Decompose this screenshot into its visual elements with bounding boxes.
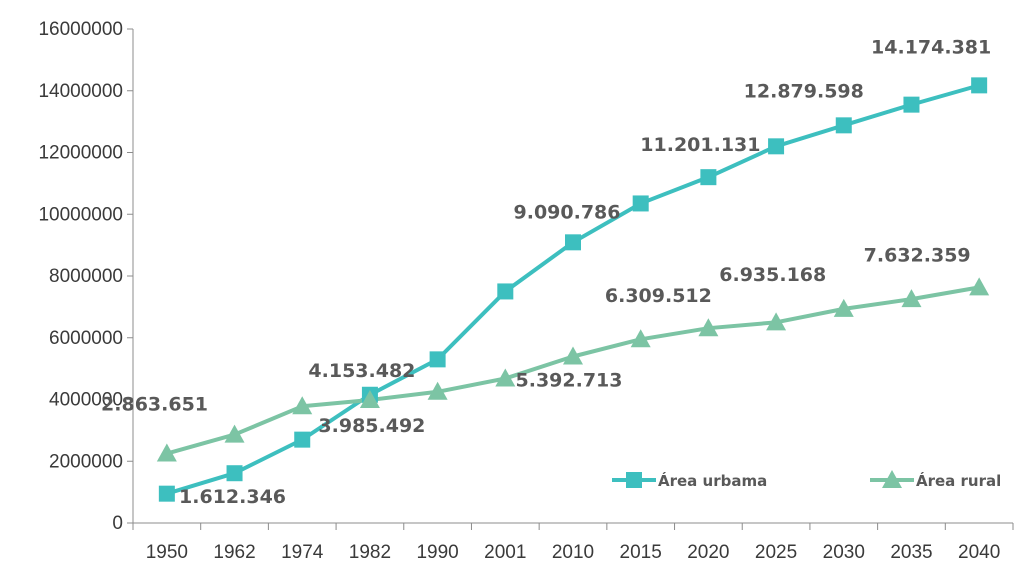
data-point-1 (901, 289, 922, 308)
data-label: 12.879.598 (744, 80, 864, 102)
data-point-1 (563, 346, 583, 365)
x-tick-label: 1962 (213, 542, 255, 562)
data-point-0 (768, 138, 785, 155)
data-point-1 (427, 381, 448, 400)
legend-label-1: Área rural (916, 471, 1001, 490)
data-label: 1.612.346 (179, 486, 286, 508)
data-point-1 (969, 277, 990, 296)
data-label: 5.392.713 (516, 370, 623, 392)
data-point-1 (359, 389, 380, 408)
legend: Área urbama Área rural (612, 470, 1001, 490)
data-point-1 (833, 298, 854, 317)
data-point-1 (156, 443, 177, 462)
x-tick-label: 2001 (484, 542, 526, 562)
series-line-0 (166, 83, 980, 496)
data-point-0 (835, 117, 852, 134)
x-tick-label: 2030 (823, 542, 865, 562)
y-tick-label: 6000000 (49, 328, 123, 349)
x-tick-label: 2020 (687, 542, 729, 562)
data-point-0 (158, 485, 175, 502)
x-tick-label: 1974 (281, 542, 324, 562)
data-point-1 (495, 368, 516, 387)
x-tick-label: 2040 (958, 542, 1000, 562)
y-tick-label: 0 (112, 513, 123, 534)
data-label: 7.632.359 (864, 244, 971, 266)
y-tick-label: 10000000 (38, 204, 123, 225)
series-markers (156, 77, 990, 502)
series-lines (166, 83, 980, 496)
data-point-0 (565, 234, 581, 251)
x-tick-label: 2035 (890, 542, 932, 562)
data-point-0 (632, 195, 649, 212)
axes: 0 2000000 4000000 6000000 8000000 10000000 120… (38, 19, 1014, 562)
data-point-0 (497, 283, 514, 300)
data-point-0 (294, 431, 311, 448)
data-point-1 (766, 312, 787, 331)
data-label: 6.935.168 (719, 264, 826, 286)
data-point-0 (971, 77, 988, 94)
data-label: 14.174.381 (871, 36, 991, 58)
data-point-0 (903, 96, 920, 113)
data-label: 2.863.651 (101, 394, 208, 416)
x-tick-label: 2010 (552, 542, 594, 562)
y-tick-label: 12000000 (38, 143, 123, 164)
y-tick-label: 16000000 (38, 19, 123, 40)
x-tick-label: 2025 (755, 542, 797, 562)
data-point-0 (226, 465, 243, 482)
y-tick-label: 14000000 (38, 81, 123, 102)
data-label: 3.985.492 (318, 415, 425, 437)
data-label: 4.153.482 (308, 360, 415, 382)
x-tick-label: 1990 (416, 542, 458, 562)
legend-marker-1 (882, 470, 902, 488)
x-tick-label: 2015 (620, 542, 662, 562)
data-labels: 1.612.346 4.153.482 9.090.786 11.201.131 12.… (101, 36, 991, 508)
y-tick-label: 4000000 (49, 390, 123, 411)
y-tick-label: 2000000 (49, 451, 123, 472)
data-label: 6.309.512 (605, 285, 712, 307)
data-point-1 (292, 396, 313, 415)
data-point-0 (429, 351, 446, 368)
x-tick-label: 1950 (146, 542, 188, 562)
data-point-0 (700, 169, 717, 186)
data-point-1 (630, 329, 651, 348)
y-tick-label: 8000000 (49, 266, 123, 287)
data-label: 9.090.786 (514, 201, 621, 223)
x-tick-label: 1982 (349, 542, 391, 562)
data-label: 11.201.131 (640, 134, 760, 156)
data-point-1 (698, 318, 719, 337)
legend-label-0: Área urbama (658, 471, 767, 490)
data-point-1 (224, 424, 245, 443)
legend-marker-0 (626, 472, 642, 488)
